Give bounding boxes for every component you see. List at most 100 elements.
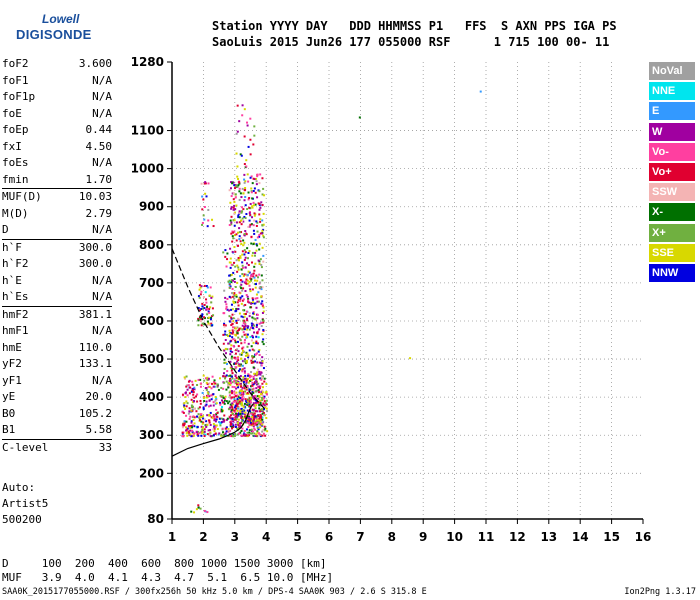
echo-point bbox=[261, 300, 264, 303]
echo-point bbox=[255, 177, 258, 180]
isolated-echo-point bbox=[409, 357, 412, 360]
echo-point bbox=[238, 227, 241, 230]
echo-point bbox=[215, 402, 218, 405]
echo-point bbox=[235, 401, 238, 404]
echo-point bbox=[261, 304, 264, 307]
echo-point bbox=[261, 246, 264, 249]
echo-point bbox=[236, 405, 239, 408]
echo-point bbox=[238, 291, 241, 294]
param-value: 133.1 bbox=[78, 357, 112, 370]
param-row: hmF1 N/A bbox=[2, 323, 112, 340]
echo-point bbox=[212, 314, 215, 317]
echo-point bbox=[258, 182, 261, 185]
echo-point bbox=[227, 335, 230, 338]
echo-point bbox=[256, 430, 259, 433]
echo-point bbox=[241, 328, 244, 331]
echo-point bbox=[229, 424, 232, 427]
echo-point bbox=[252, 361, 255, 364]
param-value: N/A bbox=[92, 273, 112, 287]
echo-point bbox=[201, 305, 204, 308]
echo-point bbox=[244, 180, 247, 183]
echo-point bbox=[230, 263, 233, 266]
echo-point bbox=[222, 333, 225, 336]
echo-point bbox=[244, 398, 247, 401]
echo-point bbox=[184, 426, 187, 429]
echo-point bbox=[233, 230, 236, 233]
echo-point bbox=[222, 251, 225, 254]
echo-point bbox=[183, 405, 186, 408]
echo-point bbox=[235, 322, 238, 325]
echo-point bbox=[258, 328, 261, 331]
echo-point bbox=[249, 223, 252, 226]
echo-point bbox=[200, 413, 203, 416]
echo-point bbox=[251, 206, 254, 209]
echo-point bbox=[252, 229, 255, 232]
echo-point bbox=[239, 255, 242, 258]
echo-point bbox=[254, 435, 257, 438]
echo-point bbox=[239, 411, 242, 414]
echo-point bbox=[230, 375, 233, 378]
echo-point bbox=[224, 255, 227, 258]
param-row: foEs N/A bbox=[2, 155, 112, 172]
echo-point bbox=[224, 377, 227, 380]
echo-point bbox=[232, 413, 235, 416]
echo-point bbox=[236, 308, 239, 311]
x-tick-label: 16 bbox=[635, 530, 652, 544]
echo-point bbox=[261, 430, 264, 433]
echo-point bbox=[202, 296, 205, 299]
echo-point bbox=[259, 220, 262, 223]
echo-point bbox=[191, 426, 194, 429]
echo-point bbox=[248, 284, 251, 287]
echo-point bbox=[228, 320, 231, 323]
echo-point bbox=[234, 379, 237, 382]
echo-point bbox=[261, 232, 264, 235]
echo-point bbox=[254, 251, 257, 254]
echo-point bbox=[248, 225, 251, 228]
echo-point bbox=[198, 316, 201, 319]
echo-point bbox=[237, 359, 240, 362]
echo-point bbox=[261, 340, 264, 343]
echo-point bbox=[237, 317, 240, 320]
echo-point bbox=[225, 374, 228, 377]
echo-point bbox=[207, 429, 210, 432]
echo-point bbox=[253, 265, 256, 268]
echo-point bbox=[246, 333, 249, 336]
echo-point bbox=[250, 275, 253, 278]
echo-point bbox=[253, 125, 256, 128]
echo-point bbox=[230, 409, 233, 412]
echo-point bbox=[189, 429, 192, 432]
echo-point bbox=[257, 428, 260, 431]
echo-point bbox=[258, 395, 261, 398]
legend-item: NNW bbox=[649, 263, 695, 282]
echo-point bbox=[236, 348, 239, 351]
echo-point bbox=[256, 395, 259, 398]
echo-point bbox=[258, 417, 261, 420]
echo-point bbox=[234, 250, 237, 253]
x-tick-label: 7 bbox=[356, 530, 364, 544]
echo-point bbox=[241, 368, 244, 371]
echo-point bbox=[244, 434, 247, 437]
echo-point bbox=[238, 400, 241, 403]
echo-point bbox=[237, 345, 240, 348]
param-row: M(D) 2.79 bbox=[2, 206, 112, 223]
file-info-footer: SAA0K_2015177055000.RSF / 300fx256h 50 k… bbox=[2, 587, 427, 597]
echo-point bbox=[232, 295, 235, 298]
echo-point bbox=[261, 311, 264, 314]
echo-point bbox=[185, 405, 188, 408]
echo-point bbox=[258, 396, 261, 399]
echo-point bbox=[240, 154, 243, 157]
echo-point bbox=[231, 332, 234, 335]
echo-point bbox=[258, 263, 261, 266]
echo-point bbox=[233, 433, 236, 436]
param-row: yE 20.0 bbox=[2, 389, 112, 406]
echo-point bbox=[258, 202, 261, 205]
echo-point bbox=[240, 302, 243, 305]
param-value: 2.79 bbox=[85, 206, 113, 220]
echo-point bbox=[229, 350, 232, 353]
echo-point bbox=[203, 379, 206, 382]
param-label: h`E bbox=[2, 273, 22, 287]
echo-point bbox=[248, 219, 251, 222]
echo-point bbox=[241, 253, 244, 256]
echo-point bbox=[202, 307, 205, 310]
param-row: foF1p N/A bbox=[2, 89, 112, 106]
